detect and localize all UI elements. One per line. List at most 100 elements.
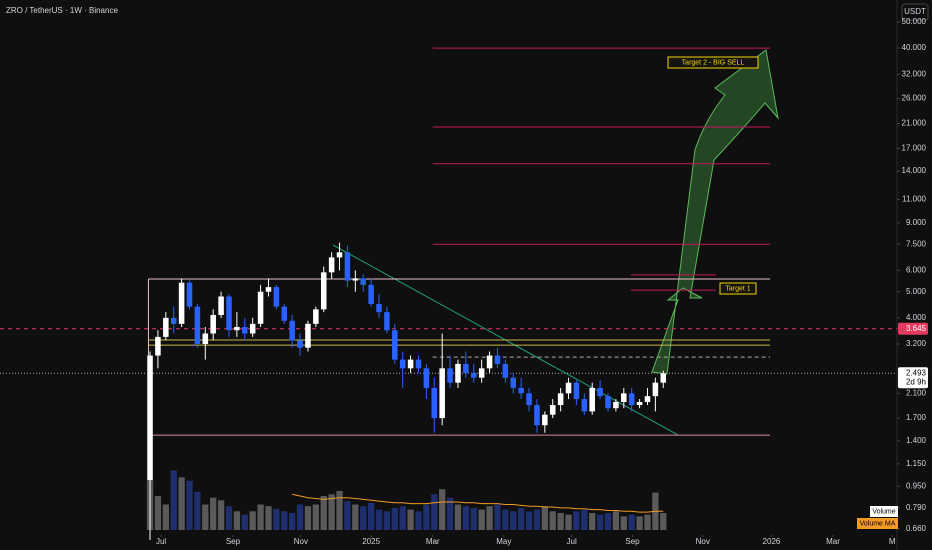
volume-bar: [383, 511, 391, 530]
volume-bar: [454, 504, 462, 530]
y-tick-label: 3.200: [906, 339, 927, 348]
candle-body: [565, 382, 572, 394]
candle-body: [344, 252, 351, 281]
volume-bar: [296, 504, 304, 530]
candle-body: [186, 282, 193, 307]
x-tick-label: 2025: [362, 537, 380, 546]
y-tick-label: 9.000: [906, 218, 927, 227]
volume-bar: [194, 491, 201, 530]
volume-bar: [225, 506, 233, 530]
volume-bar: [636, 516, 643, 530]
volume-bar: [367, 502, 375, 530]
candle-body: [597, 387, 603, 397]
volume-bar: [407, 509, 414, 530]
currency-button[interactable]: [901, 3, 929, 21]
volume-bar: [533, 509, 541, 530]
volume-bar: [478, 509, 485, 530]
target-2-box: [667, 56, 759, 69]
candle-body: [652, 382, 659, 397]
volume-bar: [549, 511, 556, 530]
volume-bar: [589, 513, 596, 530]
candle-body: [581, 399, 588, 412]
volume-bar: [423, 504, 430, 530]
volume-bar: [486, 506, 493, 530]
candle-body: [249, 323, 256, 334]
y-tick-label: 14.000: [902, 166, 927, 175]
candle-body: [471, 372, 477, 378]
y-tick-label: 21.000: [902, 119, 927, 128]
candle-body: [147, 355, 153, 481]
x-tick-label: May: [496, 537, 511, 546]
y-tick-label: 1.400: [906, 436, 927, 445]
candle-body: [589, 387, 595, 412]
volume-bar: [257, 504, 264, 530]
candle-body: [297, 340, 303, 348]
volume-bar: [344, 501, 351, 530]
last-price-box: [898, 367, 928, 389]
candle-body: [423, 368, 430, 388]
volume-bar: [502, 509, 509, 530]
volume-bar: [186, 480, 193, 530]
x-tick-label: Sep: [226, 537, 241, 546]
candle-body: [328, 257, 335, 273]
volume-bar: [510, 511, 517, 530]
candle-body: [218, 296, 224, 315]
y-tick-label: 0.660: [906, 524, 927, 533]
volume-bar: [210, 497, 217, 530]
x-tick-label: M: [889, 537, 896, 546]
x-tick-label: Jul: [156, 537, 166, 546]
volume-bar: [375, 509, 383, 530]
volume-bar: [525, 511, 533, 530]
volume-bar: [360, 506, 367, 530]
volume-bar: [304, 506, 312, 530]
x-tick-label: Sep: [625, 537, 640, 546]
currency[interactable]: USDT: [904, 7, 926, 16]
candle-body: [289, 320, 295, 341]
x-tick-label: Mar: [426, 537, 440, 546]
volume-bar: [281, 511, 288, 530]
volume-legend-box: [870, 506, 898, 517]
candle-body: [415, 359, 422, 369]
y-tick-label: 50.000: [902, 17, 927, 26]
candle-body: [486, 355, 493, 369]
y-tick-label: 40.000: [902, 43, 927, 52]
candle-body: [234, 326, 240, 331]
candle-body: [463, 363, 469, 373]
volume-bar: [541, 506, 548, 530]
target-1-label: Target 1: [725, 285, 750, 292]
volume-ma-legend-box: [857, 518, 898, 529]
candle-body: [557, 393, 564, 406]
candle-body: [336, 252, 343, 258]
volume-legend: Volume: [872, 508, 895, 515]
candle-body: [549, 405, 556, 415]
volume-bar: [604, 513, 612, 530]
volume-bar: [415, 511, 422, 530]
volume-bar: [612, 511, 620, 530]
x-tick-label: Mar: [826, 537, 840, 546]
y-tick-label: 17.000: [902, 143, 927, 152]
volume-bar: [660, 513, 667, 530]
volume-bar: [241, 514, 248, 530]
candle-body: [494, 355, 501, 364]
price-marker-box: [898, 322, 928, 335]
volume-bar: [233, 511, 241, 530]
volume-bar: [399, 506, 406, 530]
y-tick-label: 32.000: [902, 69, 927, 78]
volume-bar: [336, 490, 343, 530]
countdown: 2d 9h: [906, 377, 926, 386]
volume-bar: [494, 504, 501, 530]
volume-bar: [162, 504, 169, 530]
chart-title: ZRO / TetherUS · 1W · Binance: [6, 6, 118, 15]
y-tick-label: 4.000: [906, 313, 927, 322]
volume-ma-legend: Volume MA: [860, 520, 896, 527]
volume-bar: [644, 514, 651, 530]
volume-bar: [596, 514, 604, 530]
volume-bar: [628, 514, 635, 530]
candle-body: [210, 314, 216, 334]
candle-body: [439, 368, 445, 419]
candle-body: [313, 309, 319, 324]
volume-bar: [217, 500, 225, 530]
volume-ma-line: [292, 493, 664, 513]
x-tick-label: 2026: [763, 537, 781, 546]
